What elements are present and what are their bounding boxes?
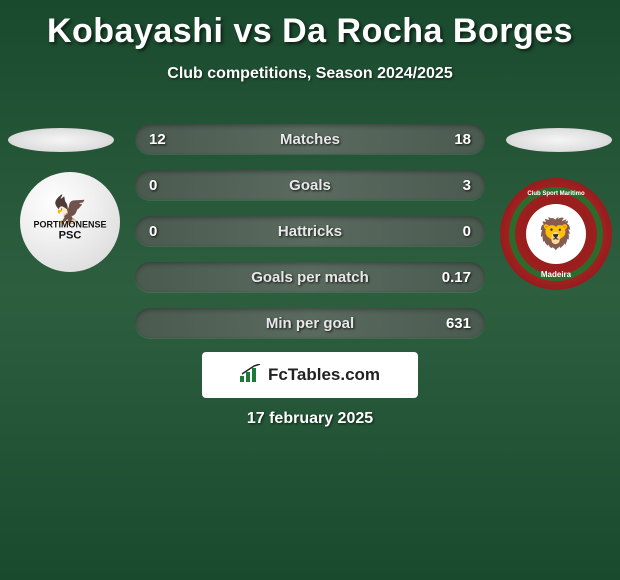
stat-label: Goals [289, 177, 331, 194]
stat-label: Min per goal [266, 315, 354, 332]
badge-right-top: Club Sport Maritimo [527, 191, 584, 197]
stat-right-value: 0 [463, 223, 471, 240]
logo-text: FcTables.com [268, 365, 380, 385]
badge-left-sub: PSC [33, 229, 106, 241]
club-badge-left: 🦅 PORTIMONENSE PSC [20, 172, 120, 272]
flag-right [506, 128, 612, 152]
club-badge-right: Club Sport Maritimo 🦁 Madeira [500, 178, 612, 290]
stat-row: Goals per match 0.17 [135, 262, 485, 292]
stat-right-value: 631 [446, 315, 471, 332]
date-label: 17 february 2025 [0, 410, 620, 428]
chart-icon [240, 364, 262, 387]
subtitle: Club competitions, Season 2024/2025 [0, 65, 620, 83]
stats-container: 12 Matches 18 0 Goals 3 0 Hattricks 0 Go… [135, 124, 485, 354]
stat-label: Hattricks [278, 223, 342, 240]
badge-left-label: PORTIMONENSE [33, 219, 106, 229]
lion-icon: 🦁 [526, 204, 586, 264]
stat-left-value: 0 [149, 177, 157, 194]
stat-row: 0 Goals 3 [135, 170, 485, 200]
stat-label: Goals per match [251, 269, 369, 286]
source-logo: FcTables.com [202, 352, 418, 398]
eagle-icon: 🦅 [33, 203, 106, 220]
stat-left-value: 12 [149, 131, 166, 148]
stat-label: Matches [280, 131, 340, 148]
stat-row: 12 Matches 18 [135, 124, 485, 154]
stat-row: Min per goal 631 [135, 308, 485, 338]
flag-left [8, 128, 114, 152]
badge-right-bottom: Madeira [541, 270, 571, 279]
stat-row: 0 Hattricks 0 [135, 216, 485, 246]
stat-right-value: 3 [463, 177, 471, 194]
stat-left-value: 0 [149, 223, 157, 240]
page-title: Kobayashi vs Da Rocha Borges [0, 0, 620, 51]
stat-right-value: 0.17 [442, 269, 471, 286]
stat-right-value: 18 [454, 131, 471, 148]
